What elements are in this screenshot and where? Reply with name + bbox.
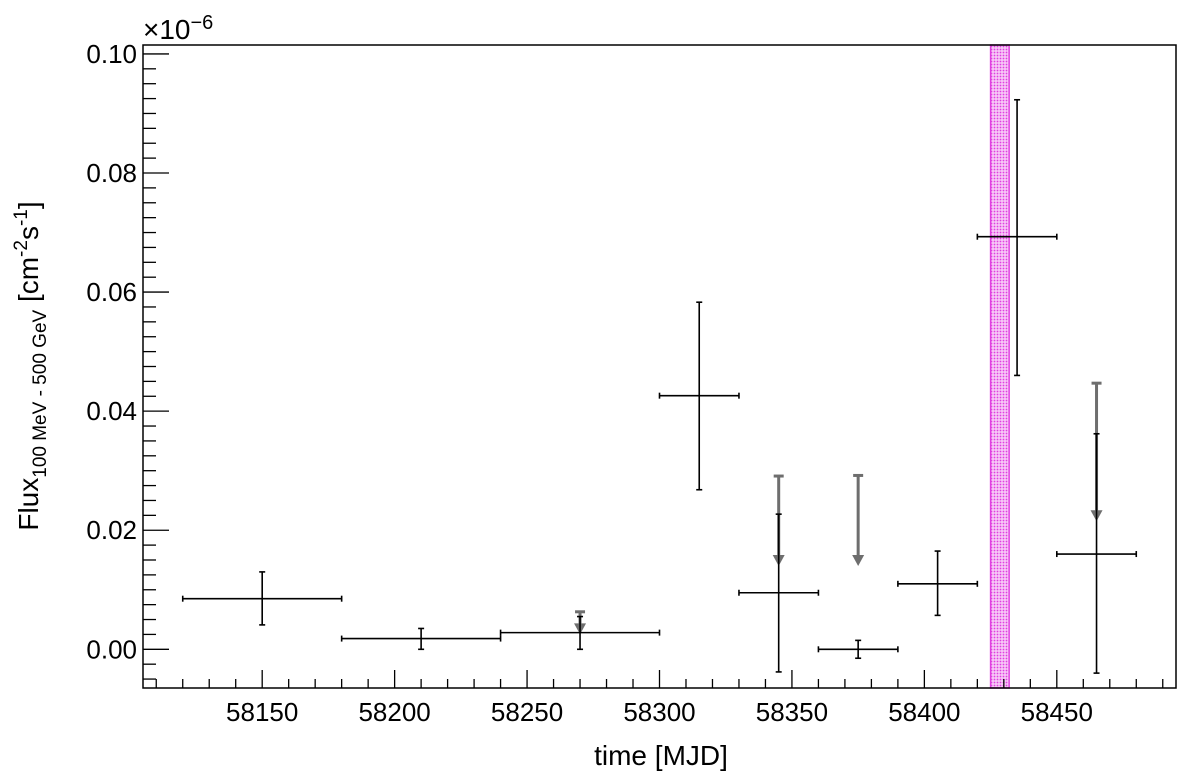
y-multiplier: ×10−6 <box>143 12 213 45</box>
y-tick-label: 0.02 <box>86 515 137 545</box>
data-points-layer <box>181 98 1138 674</box>
data-point <box>499 615 661 651</box>
data-point <box>340 627 502 651</box>
upper-limit-arrowhead <box>852 554 865 566</box>
y-tick-label: 0.10 <box>86 39 137 69</box>
data-point <box>658 301 740 491</box>
data-point <box>897 550 979 617</box>
highlight-band <box>989 44 1010 689</box>
x-tick-label: 58400 <box>888 697 960 727</box>
x-tick-label: 58450 <box>1021 697 1093 727</box>
x-tick-labels: 58150 58200 58250 58300 58350 58400 58450 <box>226 697 1093 727</box>
data-point <box>1056 432 1138 674</box>
x-tick-label: 58200 <box>358 697 430 727</box>
x-tick-label: 58350 <box>756 697 828 727</box>
y-tick-label: 0.04 <box>86 396 137 426</box>
y-tick-label: 0.06 <box>86 277 137 307</box>
y-tick-label: 0.08 <box>86 158 137 188</box>
y-tick-labels: 0.00 0.02 0.04 0.06 0.08 0.10 <box>86 39 137 664</box>
plot-frame <box>142 44 1177 689</box>
x-tick-label: 58300 <box>623 697 695 727</box>
y-tick-label: 0.00 <box>86 634 137 664</box>
y-axis-title: Flux100 MeV - 500 GeV [cm-2s-1] <box>11 201 51 530</box>
x-tick-label: 58150 <box>226 697 298 727</box>
highlight-band-layer <box>989 44 1010 689</box>
data-point <box>817 639 899 660</box>
axis-ticks <box>143 53 1164 688</box>
data-point <box>181 571 343 626</box>
data-point <box>738 513 820 673</box>
x-tick-label: 58250 <box>491 697 563 727</box>
upper-limits-layer <box>574 381 1103 635</box>
x-axis-title: time [MJD] <box>594 740 728 771</box>
data-point <box>976 98 1058 377</box>
upper-limit <box>852 473 865 566</box>
